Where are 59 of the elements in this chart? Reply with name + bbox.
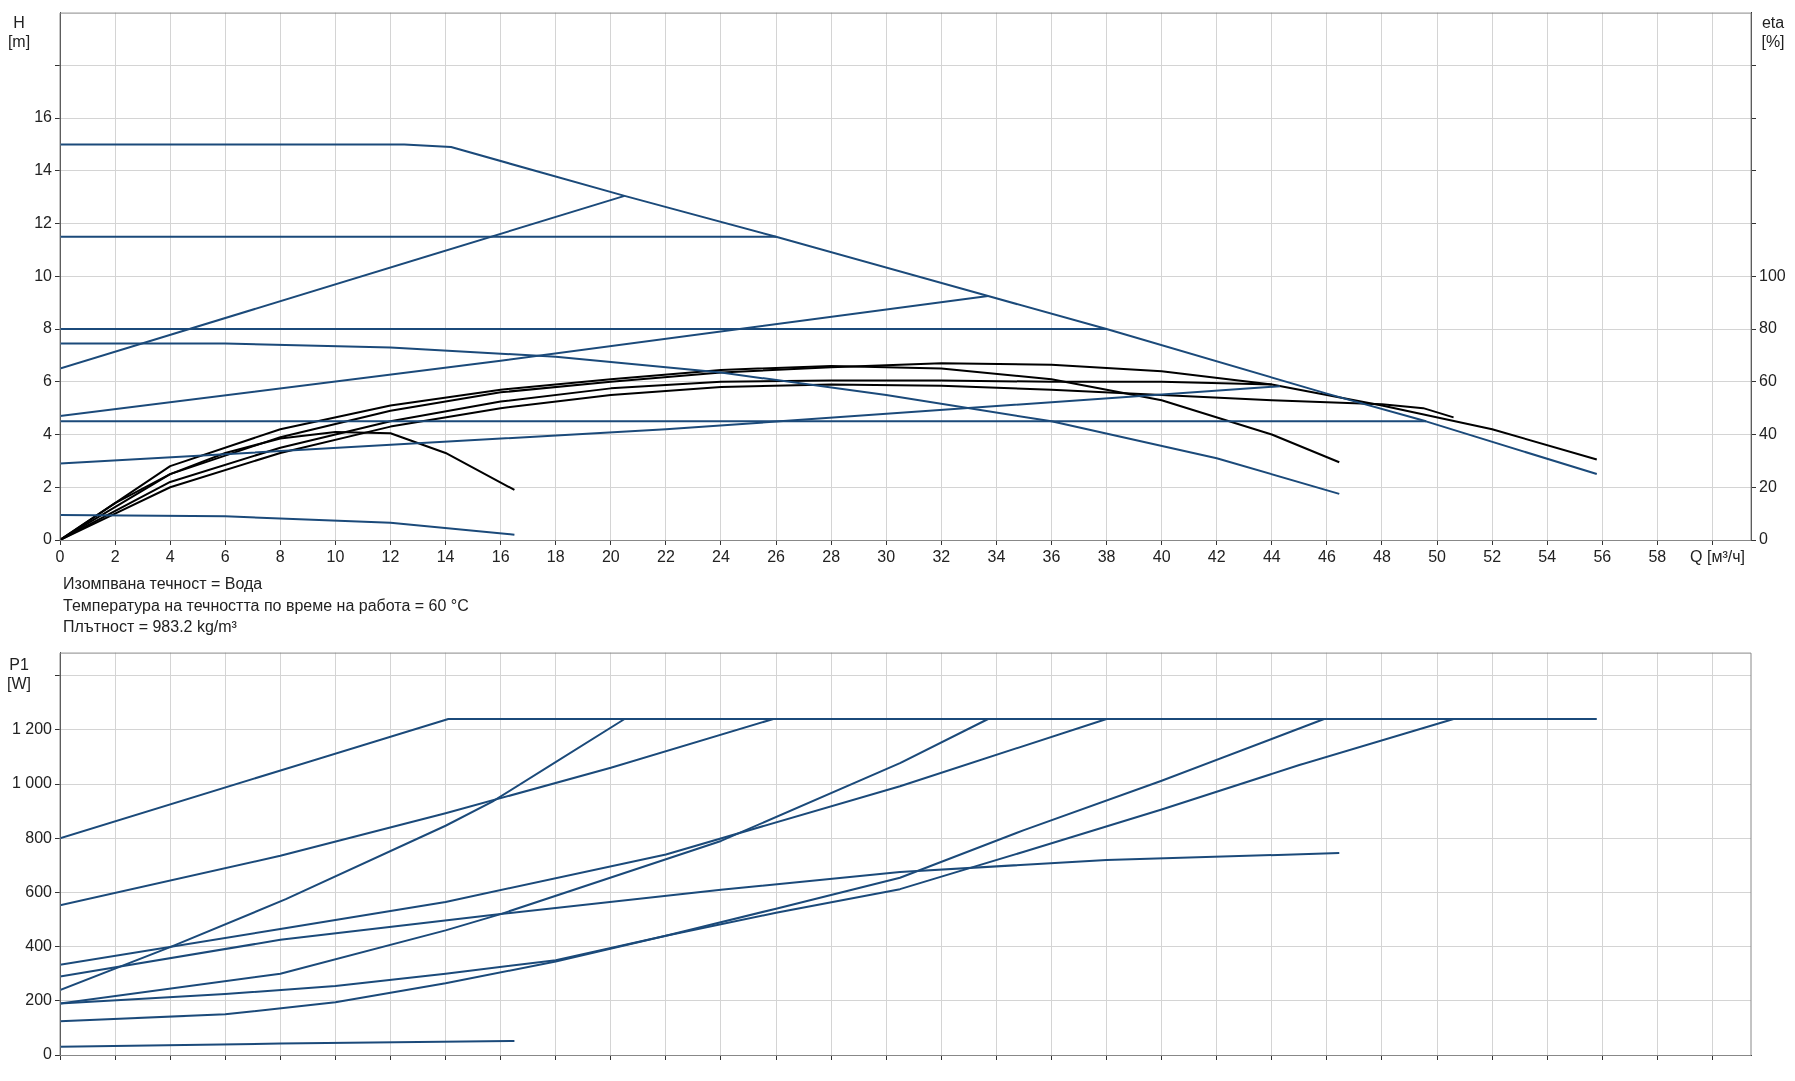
y-tick-label: 1 200: [11, 720, 53, 738]
x-tick-label: 34: [987, 548, 1006, 566]
x-tick-label: 54: [1538, 548, 1557, 566]
y2-tick-label: 20: [1759, 477, 1777, 495]
y-tick-label: 200: [25, 991, 53, 1009]
y-tick-label: 600: [25, 882, 53, 900]
x-tick-label: 0: [55, 548, 65, 566]
y-tick-label: 4: [43, 424, 53, 442]
x-tick-label: 22: [657, 548, 675, 566]
y-tick-label: 400: [25, 937, 53, 955]
x-tick-label: 18: [546, 548, 565, 566]
y-axis-title: P1 [W]: [6, 654, 32, 693]
x-tick-label: 56: [1593, 548, 1612, 566]
x-tick-label: 48: [1373, 548, 1391, 566]
x-tick-label: 2: [110, 548, 120, 566]
x-tick-label: 12: [381, 548, 400, 566]
y-tick-label: 14: [34, 161, 53, 179]
x-tick-label: 52: [1483, 548, 1502, 566]
y-tick-label: 0: [43, 530, 53, 548]
x-tick-label: 4: [165, 548, 175, 566]
x-tick-label: 40: [1152, 548, 1171, 566]
y-tick-label: 8: [43, 319, 53, 337]
x-tick-label: 46: [1317, 548, 1336, 566]
x-tick-label: 44: [1262, 548, 1281, 566]
x-tick-label: 28: [822, 548, 841, 566]
y-tick-label: 12: [34, 213, 53, 231]
x-tick-label: 58: [1648, 548, 1667, 566]
y2-tick-label: 100: [1759, 266, 1786, 284]
x-tick-label: 20: [601, 548, 620, 566]
y2-tick-label: 0: [1759, 530, 1768, 548]
x-tick-label: 14: [436, 548, 455, 566]
y-tick-label: 2: [43, 477, 53, 495]
x-tick-label: 30: [877, 548, 896, 566]
text: Температура на течността по време на работа = 60 °C: [63, 595, 469, 616]
x-axis-title: Q [м³/ч]: [1690, 547, 1745, 566]
x-tick-label: 16: [491, 548, 510, 566]
x-tick-label: 38: [1097, 548, 1116, 566]
x-tick-label: 10: [326, 548, 345, 566]
y-tick-label: 6: [43, 372, 53, 390]
text: Плътност = 983.2 kg/m³: [63, 617, 238, 637]
y-tick-label: 0: [43, 1045, 53, 1063]
y-tick-label: 1 000: [11, 774, 53, 792]
text: Изомпвана течност = Вода: [63, 574, 264, 594]
x-tick-label: 36: [1042, 548, 1061, 566]
y2-tick-label: 80: [1759, 319, 1777, 337]
x-tick-label: 50: [1428, 548, 1447, 566]
y2-tick-label: 60: [1759, 372, 1777, 390]
x-tick-label: 32: [932, 548, 951, 566]
y2-tick-label: 40: [1759, 424, 1777, 442]
y-tick-label: 16: [34, 108, 53, 126]
x-tick-label: 6: [220, 548, 230, 566]
x-tick-label: 8: [275, 548, 285, 566]
x-tick-label: 42: [1207, 548, 1226, 566]
y-tick-label: 10: [34, 266, 53, 284]
y-tick-label: 800: [25, 828, 53, 846]
y2-axis-title: eta [%]: [1760, 12, 1786, 51]
x-tick-label: 24: [712, 548, 730, 566]
y-axis-title: H [m]: [6, 12, 32, 51]
x-tick-label: 26: [767, 548, 786, 566]
